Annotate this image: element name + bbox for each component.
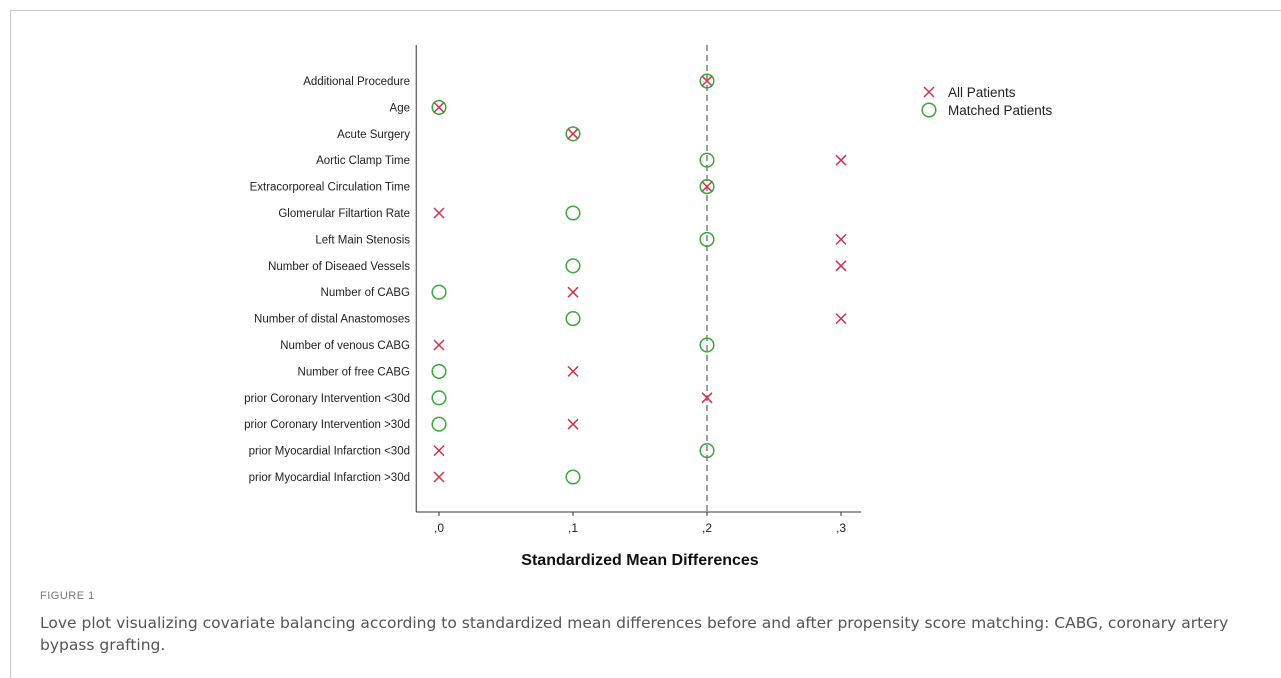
category-label: Additional Procedure <box>303 76 410 88</box>
category-label: Number of Diseaed Vessels <box>268 261 410 273</box>
matched-patients-point <box>699 179 715 195</box>
all-patients-point <box>433 207 445 219</box>
matched-patients-point <box>431 99 447 115</box>
matched-patients-point <box>431 416 447 432</box>
all-patients-point <box>567 365 579 377</box>
all-patients-point <box>701 392 713 404</box>
x-axis-label: Standardized Mean Differences <box>521 552 759 569</box>
category-label: Aortic Clamp Time <box>316 155 410 167</box>
data-marks <box>431 73 847 485</box>
all-patients-point <box>835 260 847 272</box>
all-patients-point <box>567 286 579 298</box>
category-label: Number of free CABG <box>298 366 411 378</box>
category-label: Number of venous CABG <box>280 340 410 352</box>
legend-marker-all-patients <box>923 86 935 98</box>
figure-label: FIGURE 1 <box>40 590 95 602</box>
x-tick-label: ,3 <box>836 521 846 535</box>
category-label: Number of CABG <box>321 287 411 299</box>
all-patients-point <box>835 233 847 245</box>
legend-label-matched-patients: Matched Patients <box>948 103 1053 118</box>
matched-patients-point <box>699 152 715 168</box>
matched-patients-point <box>565 205 581 221</box>
figure-caption: Love plot visualizing covariate balancin… <box>40 614 1229 654</box>
category-label: Number of distal Anastomoses <box>254 314 410 326</box>
matched-patients-point <box>699 337 715 353</box>
legend-marker-matched-patients <box>921 102 937 118</box>
all-patients-point <box>835 154 847 166</box>
matched-patients-point <box>431 363 447 379</box>
category-label: Extracorporeal Circulation Time <box>250 182 410 194</box>
x-tick-label: ,0 <box>434 521 444 535</box>
all-patients-point <box>433 445 445 457</box>
category-label: prior Coronary Intervention >30d <box>244 419 410 431</box>
matched-patients-point <box>431 390 447 406</box>
all-patients-point <box>701 181 713 193</box>
matched-patients-point <box>431 284 447 300</box>
category-label: Glomerular Filtartion Rate <box>278 208 410 220</box>
all-patients-point <box>433 101 445 113</box>
category-label: Acute Surgery <box>337 129 410 141</box>
all-patients-point <box>567 418 579 430</box>
legend-label-all-patients: All Patients <box>948 85 1016 100</box>
x-ticks: ,0 ,1 ,2 ,3 <box>434 512 846 535</box>
figure-frame <box>10 10 1281 678</box>
legend: All Patients Matched Patients <box>921 85 1053 118</box>
x-tick-label: ,2 <box>702 521 712 535</box>
all-patients-point <box>433 339 445 351</box>
matched-patients-point <box>699 73 715 89</box>
all-patients-point <box>567 128 579 140</box>
all-patients-point <box>701 75 713 87</box>
axes <box>415 45 862 513</box>
love-plot: Additional Procedure Age Acute Surgery Aort… <box>244 45 1053 569</box>
all-patients-point <box>835 313 847 325</box>
matched-patients-point <box>565 311 581 327</box>
x-tick-label: ,1 <box>568 521 578 535</box>
category-label: prior Myocardial Infarction >30d <box>249 472 410 484</box>
all-patients-point <box>433 471 445 483</box>
matched-patients-point <box>565 126 581 142</box>
matched-patients-point <box>699 231 715 247</box>
matched-patients-point <box>699 443 715 459</box>
matched-patients-point <box>565 469 581 485</box>
category-label: prior Myocardial Infarction <30d <box>249 446 410 458</box>
category-label: Age <box>390 102 410 114</box>
category-label: Left Main Stenosis <box>315 234 410 246</box>
matched-patients-point <box>565 258 581 274</box>
category-label: prior Coronary Intervention <30d <box>244 393 410 405</box>
category-labels: Additional Procedure Age Acute Surgery Aort… <box>244 76 410 484</box>
